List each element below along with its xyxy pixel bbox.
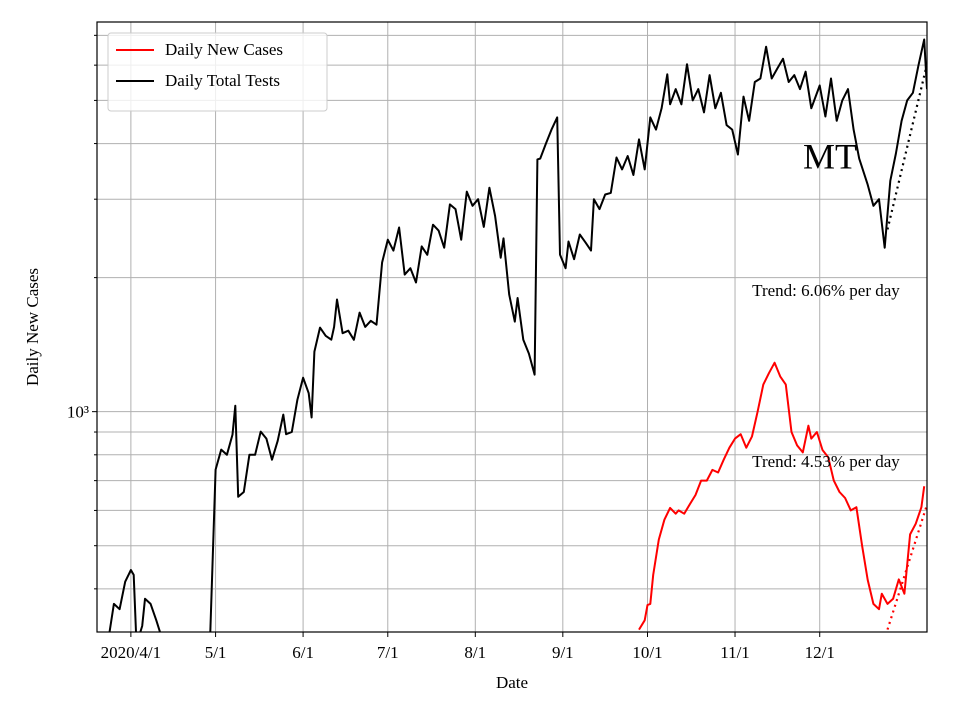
- legend-box: [107, 32, 328, 112]
- y-tick-label: 10³: [67, 403, 89, 422]
- trend-label: Trend: 6.06% per day: [752, 281, 900, 300]
- x-tick-label: 11/1: [720, 643, 750, 662]
- y-axis-label: Daily New Cases: [23, 268, 42, 386]
- x-tick-label: 12/1: [805, 643, 835, 662]
- x-tick-label: 5/1: [205, 643, 227, 662]
- x-tick-label: 7/1: [377, 643, 399, 662]
- x-tick-label: 9/1: [552, 643, 574, 662]
- x-axis-label: Date: [496, 673, 528, 692]
- x-tick-label: 10/1: [632, 643, 662, 662]
- legend: Daily New Cases Daily Total Tests: [107, 32, 328, 112]
- series-line: [638, 361, 926, 631]
- plot-lines: [108, 38, 927, 632]
- legend-label: Daily New Cases: [165, 40, 283, 59]
- series-line: [108, 38, 927, 632]
- trend-line: [886, 63, 927, 230]
- legend-label: Daily Total Tests: [165, 71, 280, 90]
- x-tick-label: 2020/4/1: [101, 643, 161, 662]
- x-tick-label: 6/1: [292, 643, 314, 662]
- annotation: MT: [803, 136, 857, 176]
- trend-line: [886, 504, 927, 630]
- plot-frame: [96, 21, 928, 633]
- trend-label: Trend: 4.53% per day: [752, 452, 900, 471]
- grid: [97, 22, 927, 632]
- x-tick-label: 8/1: [464, 643, 486, 662]
